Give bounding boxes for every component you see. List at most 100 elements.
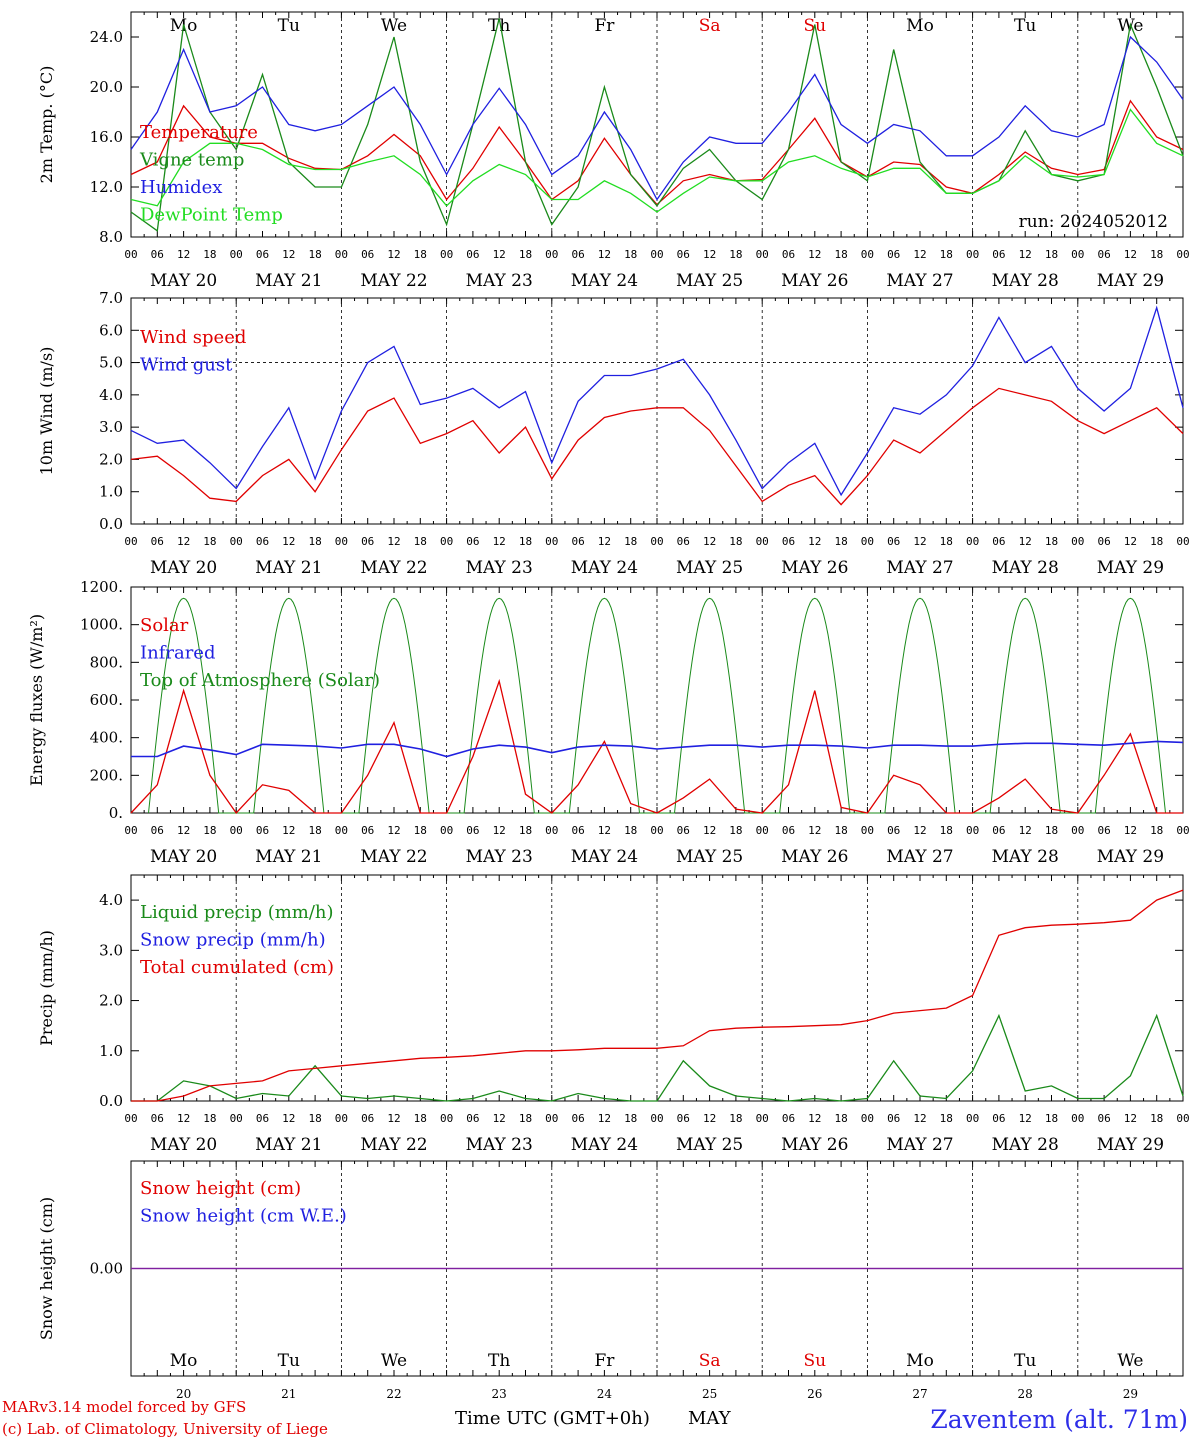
hour-tick-label: 12 xyxy=(387,248,400,261)
hour-tick-label: 12 xyxy=(598,1112,611,1125)
hour-tick-label: 06 xyxy=(677,535,690,548)
hour-tick-label: 06 xyxy=(151,824,164,837)
hour-tick-label: 12 xyxy=(1124,535,1137,548)
hour-tick-label: 18 xyxy=(414,248,427,261)
y-tick-label: 7.0 xyxy=(99,289,123,307)
day-name-label: Fr xyxy=(594,16,615,36)
hour-tick-label: 18 xyxy=(624,535,637,548)
date-label: MAY 23 xyxy=(466,847,533,867)
hour-tick-label: 00 xyxy=(440,1112,453,1125)
hour-tick-label: 00 xyxy=(545,1112,558,1125)
station-name: Zaventem (alt. 71m) xyxy=(930,1405,1188,1434)
hour-tick-label: 00 xyxy=(1176,1112,1189,1125)
legend-entry: Snow precip (mm/h) xyxy=(140,930,326,951)
hour-tick-label: 00 xyxy=(230,1112,243,1125)
hour-tick-label: 06 xyxy=(151,535,164,548)
day-number-label: 22 xyxy=(386,1387,401,1401)
hour-tick-label: 00 xyxy=(545,824,558,837)
hour-tick-label: 00 xyxy=(1176,824,1189,837)
hour-tick-label: 06 xyxy=(256,248,269,261)
hour-tick-label: 00 xyxy=(650,824,663,837)
y-tick-label: 400. xyxy=(90,729,123,747)
hour-tick-label: 18 xyxy=(729,535,742,548)
y-axis-label: 10m Wind (m/s) xyxy=(37,347,56,476)
hour-tick-label: 18 xyxy=(834,1112,847,1125)
hour-tick-label: 12 xyxy=(387,535,400,548)
date-label: MAY 23 xyxy=(466,271,533,291)
legend-entry: Snow height (cm W.E.) xyxy=(140,1206,347,1227)
date-label: MAY 24 xyxy=(571,271,638,291)
hour-tick-label: 00 xyxy=(756,248,769,261)
y-axis-label: 2m Temp. (°C) xyxy=(37,66,56,184)
legend-entry: Solar xyxy=(140,615,189,636)
hour-tick-label: 18 xyxy=(203,535,216,548)
date-label: MAY 20 xyxy=(150,1135,217,1155)
day-name-label: Th xyxy=(488,16,510,36)
hour-tick-label: 18 xyxy=(203,248,216,261)
hour-tick-label: 00 xyxy=(650,1112,663,1125)
hour-tick-label: 12 xyxy=(493,248,506,261)
series-line-liquid-precip-mm-h- xyxy=(131,1013,1184,1102)
date-label: MAY 28 xyxy=(992,847,1059,867)
hour-tick-label: 06 xyxy=(151,1112,164,1125)
date-label: MAY 28 xyxy=(992,558,1059,578)
series-line-temperature xyxy=(130,99,1184,206)
hour-tick-label: 06 xyxy=(361,248,374,261)
hour-tick-label: 18 xyxy=(519,248,532,261)
hour-tick-label: 06 xyxy=(992,535,1005,548)
hour-tick-label: 00 xyxy=(861,535,874,548)
date-label: MAY 24 xyxy=(571,847,638,867)
hour-tick-label: 18 xyxy=(834,535,847,548)
y-tick-label: 3.0 xyxy=(99,418,123,436)
hour-tick-label: 12 xyxy=(282,1112,295,1125)
footer-model: MARv3.14 model forced by GFS xyxy=(2,1398,246,1416)
legend-entry: Temperature xyxy=(140,122,258,143)
hour-tick-label: 12 xyxy=(1019,248,1032,261)
date-label: MAY 29 xyxy=(1097,1135,1164,1155)
hour-tick-label: 06 xyxy=(1097,535,1110,548)
hour-tick-label: 00 xyxy=(861,248,874,261)
day-name-label: We xyxy=(1117,1351,1143,1371)
hour-tick-label: 00 xyxy=(545,535,558,548)
y-tick-label: 800. xyxy=(90,653,123,671)
hour-tick-label: 00 xyxy=(861,1112,874,1125)
y-tick-label: 5.0 xyxy=(99,354,123,372)
date-label: MAY 22 xyxy=(360,271,427,291)
hour-tick-label: 00 xyxy=(650,248,663,261)
date-label: MAY 26 xyxy=(781,847,848,867)
hour-tick-label: 06 xyxy=(1097,1112,1110,1125)
hour-tick-label: 00 xyxy=(230,535,243,548)
day-name-label: Sa xyxy=(699,16,721,36)
hour-tick-label: 00 xyxy=(545,248,558,261)
series-line-wind-gust xyxy=(130,305,1184,497)
y-tick-label: 1.0 xyxy=(99,1042,123,1060)
day-name-label: Sa xyxy=(699,1351,721,1371)
date-label: MAY 25 xyxy=(676,271,743,291)
day-name-label: Tu xyxy=(278,1351,300,1371)
y-tick-label: 0.00 xyxy=(90,1260,123,1278)
hour-tick-label: 18 xyxy=(519,535,532,548)
hour-tick-label: 18 xyxy=(940,824,953,837)
y-tick-label: 4.0 xyxy=(99,386,123,404)
hour-tick-label: 06 xyxy=(256,1112,269,1125)
hour-tick-label: 00 xyxy=(1071,248,1084,261)
hour-tick-label: 00 xyxy=(756,1112,769,1125)
hour-tick-label: 00 xyxy=(230,824,243,837)
hour-tick-label: 00 xyxy=(335,535,348,548)
hour-tick-label: 12 xyxy=(808,1112,821,1125)
hour-tick-label: 06 xyxy=(466,535,479,548)
hour-tick-label: 18 xyxy=(624,824,637,837)
date-label: MAY 24 xyxy=(571,1135,638,1155)
day-name-label: Tu xyxy=(1014,1351,1036,1371)
hour-tick-label: 18 xyxy=(940,535,953,548)
y-tick-label: 600. xyxy=(90,691,123,709)
hour-tick-label: 12 xyxy=(1124,248,1137,261)
date-label: MAY 28 xyxy=(992,271,1059,291)
hour-tick-label: 18 xyxy=(1150,248,1163,261)
hour-tick-label: 06 xyxy=(677,1112,690,1125)
hour-tick-label: 00 xyxy=(440,248,453,261)
legend-entry: Top of Atmosphere (Solar) xyxy=(140,670,380,691)
hour-tick-label: 18 xyxy=(308,824,321,837)
hour-tick-label: 00 xyxy=(1176,535,1189,548)
date-label: MAY 29 xyxy=(1097,558,1164,578)
